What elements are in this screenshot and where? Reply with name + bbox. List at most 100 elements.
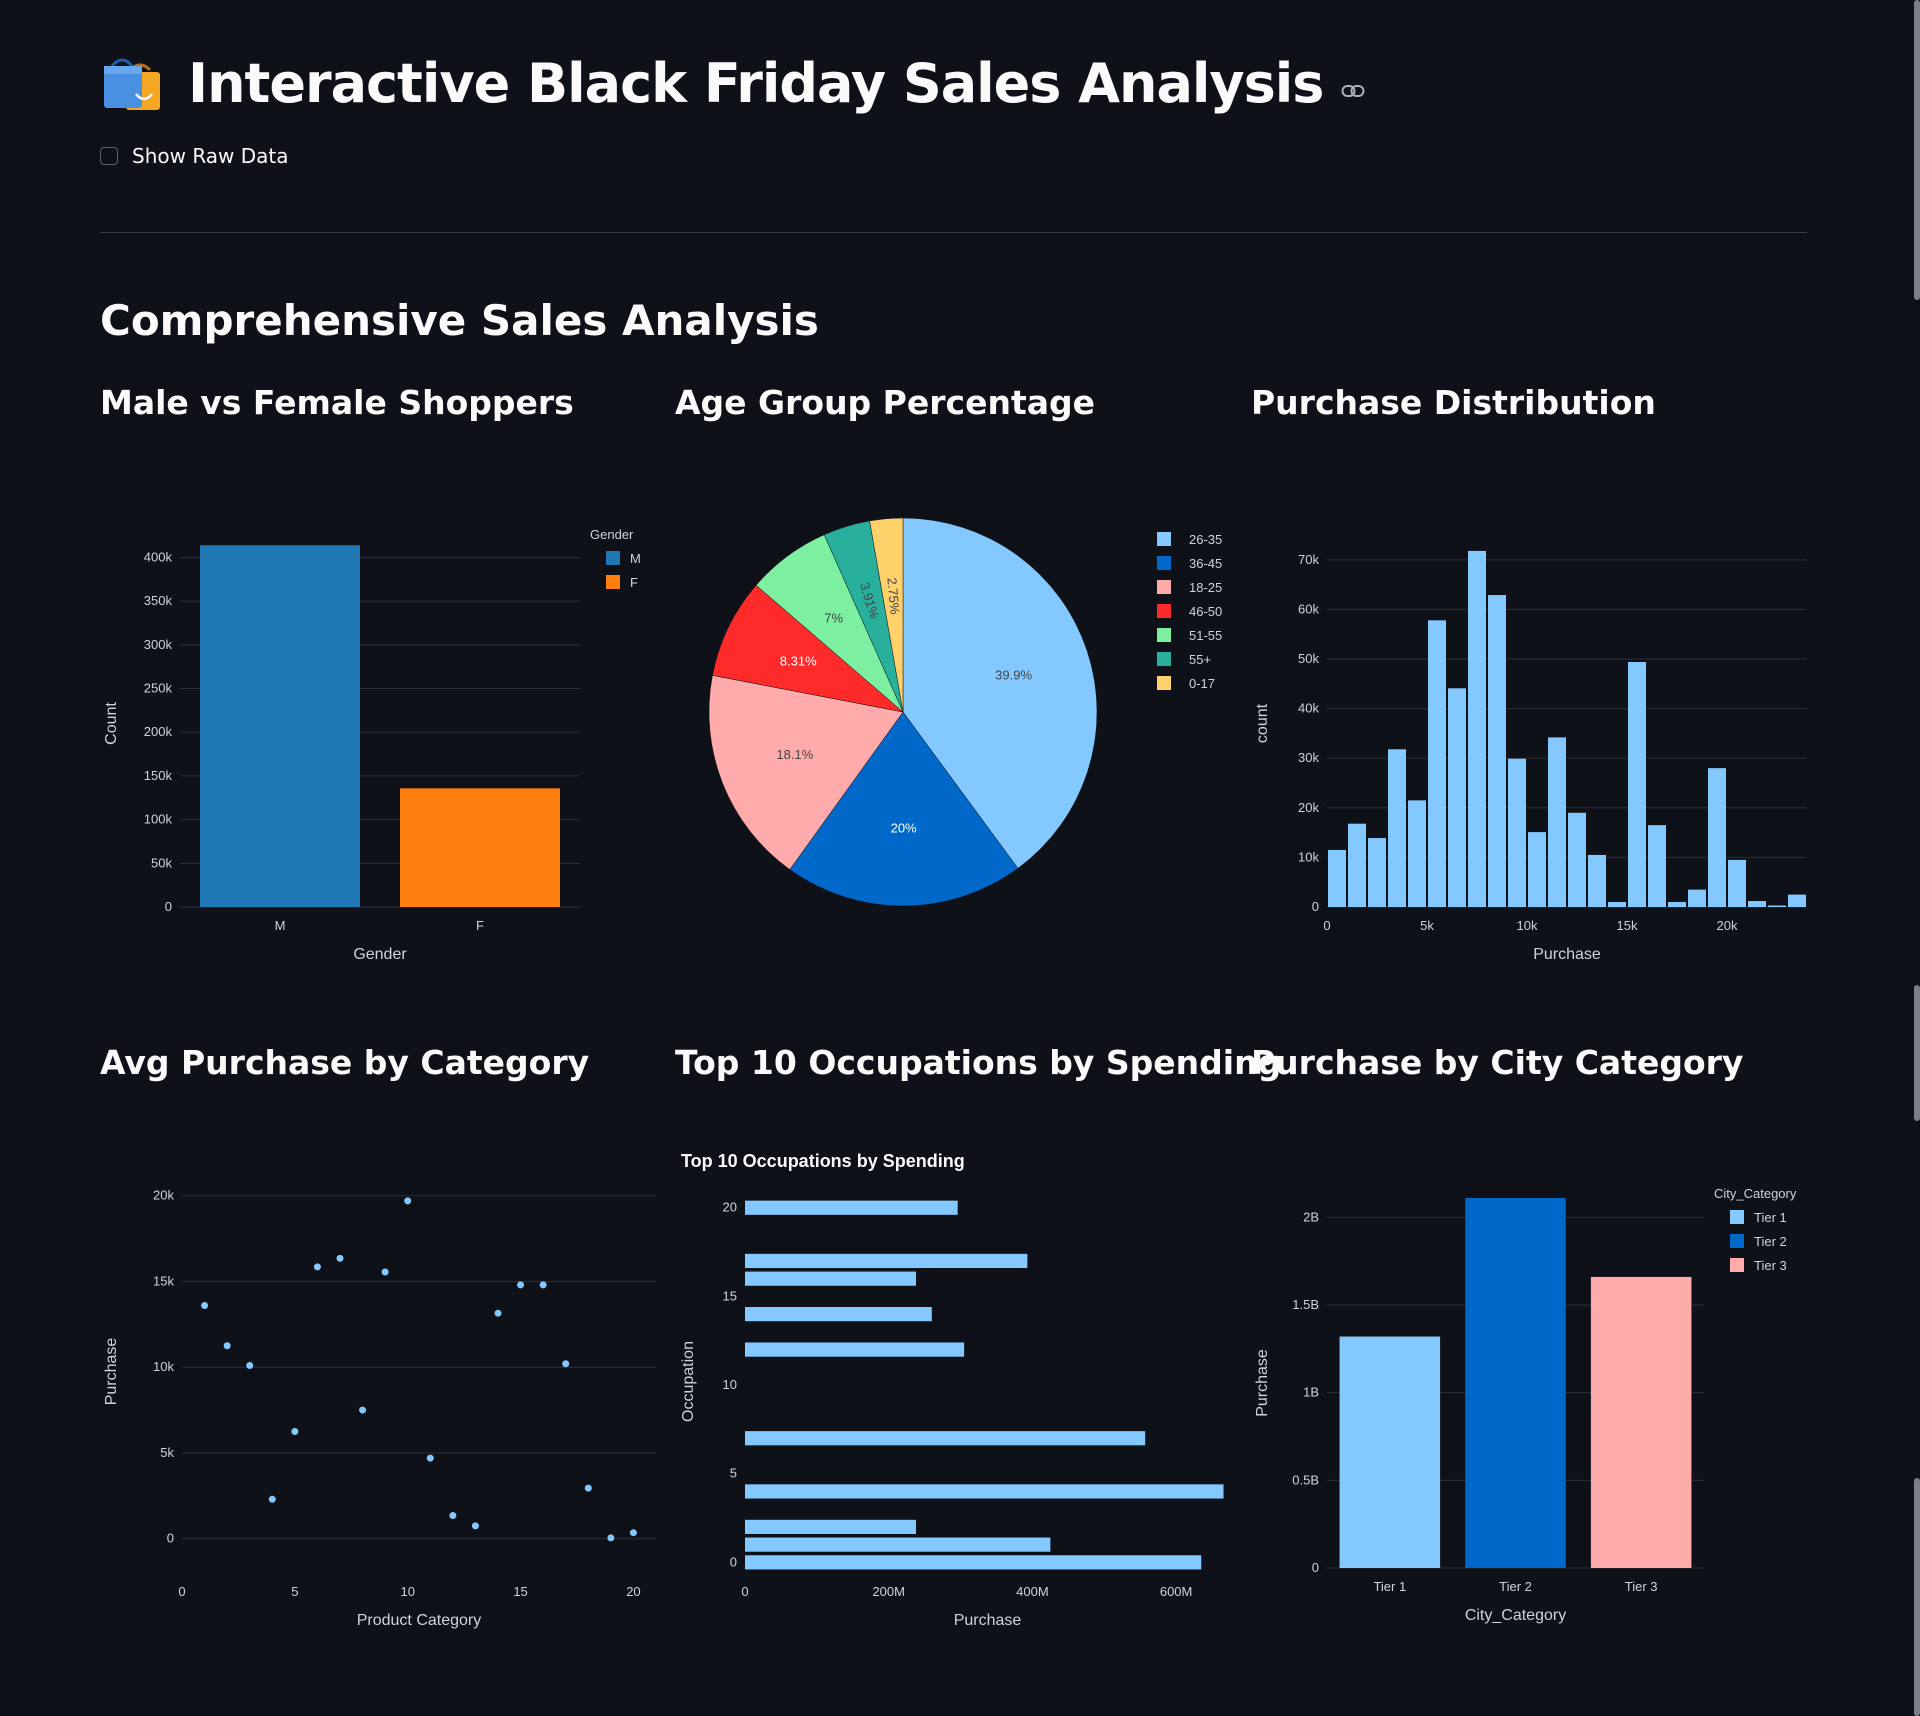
x-tick-label: 20: [626, 1584, 640, 1599]
slice-label: 8.31%: [780, 653, 817, 668]
scatter-point: [268, 1495, 276, 1503]
histogram-bar: [1408, 800, 1426, 907]
y-tick-label: 10: [723, 1377, 737, 1392]
x-tick-label: 0: [1323, 918, 1330, 933]
histogram-bar: [1768, 905, 1786, 907]
y-tick-label: 50k: [151, 855, 172, 870]
x-tick-label: 15: [513, 1584, 527, 1599]
subheader-avg-purchase: Avg Purchase by Category: [100, 1043, 590, 1082]
histogram-bar: [1528, 832, 1546, 907]
bar: [745, 1253, 1028, 1269]
legend-label: M: [630, 551, 641, 566]
histogram-bar: [1488, 595, 1506, 907]
x-tick-label: 0: [741, 1584, 748, 1599]
y-axis-label: Purchase: [1254, 1349, 1271, 1417]
y-tick-label: 20k: [153, 1188, 174, 1203]
purchase-histogram[interactable]: 0 10k 20k 30k 40k 50k 60k 70k 0 5k 10k 15k 20k Purcha…: [1251, 510, 1820, 980]
y-tick-label: 150k: [144, 768, 173, 783]
scrollbar-thumb[interactable]: [1914, 985, 1920, 1121]
y-tick-label: 0: [165, 899, 172, 914]
slice-label: 18.1%: [776, 747, 813, 762]
legend-label: 55+: [1189, 652, 1211, 667]
scatter-point: [517, 1281, 525, 1289]
x-tick-label: 0: [178, 1584, 185, 1599]
show-raw-data-checkbox[interactable]: Show Raw Data: [100, 144, 289, 168]
histogram-bar: [1668, 902, 1686, 907]
link-icon[interactable]: [1341, 84, 1365, 98]
scatter-point: [246, 1361, 254, 1369]
bar: [1465, 1198, 1566, 1568]
scatter-point: [381, 1268, 389, 1276]
y-axis-label: count: [1254, 703, 1271, 743]
legend-swatch: [1157, 604, 1171, 618]
y-tick-label: 15: [723, 1288, 737, 1303]
y-tick-label: 0: [1312, 899, 1319, 914]
scatter-point: [562, 1360, 570, 1368]
slice-label: 39.9%: [995, 668, 1032, 683]
bar: [745, 1200, 958, 1215]
checkbox-label: Show Raw Data: [132, 144, 289, 168]
pie-slice: [712, 584, 904, 713]
bar: [1339, 1336, 1441, 1568]
y-tick-label: 200k: [144, 724, 173, 739]
y-tick-label: 400k: [144, 549, 173, 564]
bar: [200, 545, 360, 907]
y-tick-label: 250k: [144, 681, 173, 696]
y-tick-label: 0.5B: [1292, 1472, 1319, 1487]
legend-label: 51-55: [1189, 628, 1222, 643]
scrollbar-thumb[interactable]: [1914, 0, 1920, 300]
x-tick-label: 5k: [1420, 918, 1434, 933]
shopping-bags-icon: [104, 58, 160, 110]
histogram-bar: [1448, 688, 1466, 907]
y-tick-label: 0: [730, 1554, 737, 1569]
slice-label: 20%: [891, 820, 917, 835]
bar: [745, 1342, 965, 1357]
legend-swatch: [1730, 1234, 1744, 1248]
city-bar-chart[interactable]: 0 0.5B 1B 1.5B 2B Tier 1 Tier 2 Tier 3 City_Cate…: [1251, 1140, 1820, 1640]
age-pie-chart[interactable]: 39.9%20%18.1%8.31%7% 3.91% 2.75%26-3536-45…: [675, 510, 1245, 980]
legend-swatch: [1157, 556, 1171, 570]
legend-label: 18-25: [1189, 580, 1222, 595]
scrollbar-thumb[interactable]: [1914, 1478, 1920, 1716]
x-tick-label: 600M: [1160, 1584, 1193, 1599]
y-tick-label: 70k: [1298, 552, 1319, 567]
x-tick-label: 5: [291, 1584, 298, 1599]
x-tick-label: 10k: [1517, 918, 1538, 933]
y-tick-label: 100k: [144, 812, 173, 827]
scatter-point: [607, 1534, 615, 1542]
histogram-bar: [1708, 768, 1726, 907]
x-axis-label: Purchase: [954, 1612, 1022, 1629]
legend-title: Gender: [590, 527, 634, 542]
y-tick-label: 20: [723, 1200, 737, 1215]
bar: [745, 1307, 932, 1322]
histogram-bar: [1588, 854, 1606, 907]
histogram-bar: [1508, 758, 1526, 907]
histogram-bar: [1348, 823, 1366, 907]
scatter-point: [223, 1342, 231, 1350]
legend-label: 36-45: [1189, 556, 1222, 571]
y-axis-label: Count: [103, 702, 120, 745]
histogram-bar: [1548, 737, 1566, 907]
bar: [745, 1555, 1202, 1570]
category-scatter-chart[interactable]: 0 5k 10k 15k 20k 0 5 10 15 20 Product Category Purc…: [100, 1140, 670, 1640]
scatter-point: [201, 1301, 209, 1309]
x-tick-label: Tier 1: [1373, 1579, 1406, 1594]
scatter-point: [584, 1484, 592, 1492]
x-axis-label: Product Category: [357, 1612, 482, 1629]
scatter-point: [404, 1197, 412, 1205]
histogram-bar: [1568, 812, 1586, 907]
legend-swatch: [606, 575, 620, 589]
legend-swatch: [606, 551, 620, 565]
histogram-bar: [1608, 902, 1626, 907]
checkbox-box[interactable]: [100, 147, 118, 165]
scatter-point: [539, 1281, 547, 1289]
scatter-point: [336, 1254, 344, 1262]
x-tick-label: 20k: [1717, 918, 1738, 933]
y-tick-label: 10k: [1298, 849, 1319, 864]
occupation-bar-chart[interactable]: Top 10 Occupations by Spending 0 5 10 15 20 0 2…: [675, 1140, 1245, 1640]
histogram-bar: [1468, 550, 1486, 907]
legend-swatch: [1157, 532, 1171, 546]
x-tick-label: M: [275, 918, 286, 933]
legend-swatch: [1730, 1258, 1744, 1272]
